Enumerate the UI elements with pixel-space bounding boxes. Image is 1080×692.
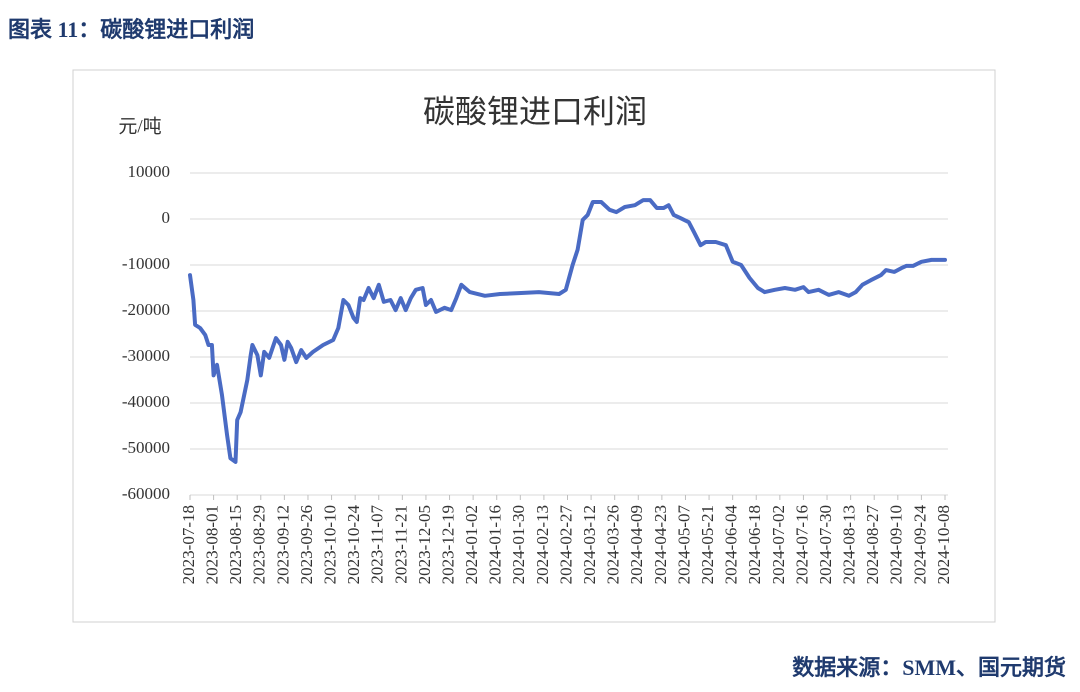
x-tick-label: 2024-08-27 xyxy=(863,505,882,585)
x-tick-label: 2024-03-12 xyxy=(580,505,599,584)
y-tick-label: 10000 xyxy=(128,162,171,181)
x-tick-label: 2023-12-19 xyxy=(438,505,457,584)
x-tick-label: 2024-04-23 xyxy=(651,505,670,584)
x-tick-label: 2024-01-02 xyxy=(462,505,481,584)
x-tick-label: 2024-09-10 xyxy=(887,505,906,584)
x-tick-label: 2024-08-13 xyxy=(840,505,859,584)
x-tick-label: 2023-10-24 xyxy=(344,505,363,585)
x-tick-label: 2023-11-21 xyxy=(391,505,410,584)
x-tick-label: 2024-05-07 xyxy=(674,505,693,585)
x-tick-label: 2023-08-01 xyxy=(203,505,222,584)
x-tick-label: 2023-12-05 xyxy=(415,505,434,584)
x-tick-label: 2023-08-15 xyxy=(226,505,245,584)
x-tick-label: 2023-07-18 xyxy=(179,505,198,584)
x-tick-label: 2024-02-27 xyxy=(556,505,575,585)
x-tick-label: 2024-07-30 xyxy=(816,505,835,584)
data-line xyxy=(188,198,947,464)
x-tick-label: 2023-08-29 xyxy=(250,505,269,584)
y-tick-label: -20000 xyxy=(122,300,170,319)
y-tick-label: -10000 xyxy=(122,254,170,273)
y-tick-label: -50000 xyxy=(122,438,170,457)
x-tick-label: 2024-01-30 xyxy=(509,505,528,584)
chart-title: 碳酸锂进口利润 xyxy=(423,93,647,129)
y-tick-label: -60000 xyxy=(122,484,170,503)
figure-caption: 图表 11：碳酸锂进口利润 xyxy=(8,17,255,42)
x-tick-label: 2023-09-26 xyxy=(297,505,316,584)
x-tick-label: 2024-07-02 xyxy=(769,505,788,584)
x-tick-label: 2023-11-07 xyxy=(368,505,387,584)
chart-frame xyxy=(72,69,996,623)
x-tick-label: 2024-01-16 xyxy=(486,505,505,584)
x-tick-label: 2024-07-16 xyxy=(792,505,811,584)
y-axis-label: 元/吨 xyxy=(118,115,161,137)
x-tick-label: 2024-10-08 xyxy=(934,505,953,584)
x-tick-label: 2023-09-12 xyxy=(273,505,292,584)
x-tick-label: 2024-09-24 xyxy=(910,505,929,585)
source-note: 数据来源：SMM、国元期货 xyxy=(792,655,1066,680)
y-tick-label: -40000 xyxy=(122,392,170,411)
y-tick-label: -30000 xyxy=(122,346,170,365)
x-tick-label: 2024-03-26 xyxy=(604,505,623,584)
x-tick-label: 2024-02-13 xyxy=(533,505,552,584)
x-tick-label: 2024-05-21 xyxy=(698,505,717,584)
x-tick-label: 2024-06-18 xyxy=(745,505,764,584)
x-tick-label: 2024-04-09 xyxy=(627,505,646,584)
x-tick-label: 2023-10-10 xyxy=(320,505,339,584)
x-tick-label: 2024-06-04 xyxy=(722,505,741,585)
y-tick-label: 0 xyxy=(162,208,171,227)
